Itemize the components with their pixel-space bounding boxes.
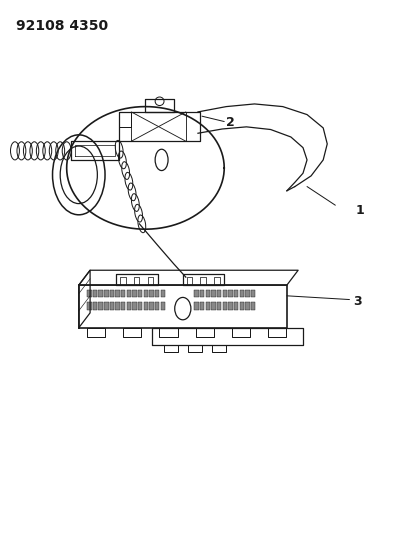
Bar (149, 302, 154, 310)
Bar (121, 289, 126, 297)
Text: 2: 2 (226, 116, 235, 129)
Bar (144, 302, 148, 310)
Bar (234, 289, 238, 297)
Bar (217, 289, 221, 297)
Bar (155, 302, 160, 310)
Bar (206, 302, 210, 310)
Bar (194, 302, 199, 310)
Bar (206, 289, 210, 297)
Bar (240, 289, 244, 297)
Bar (245, 302, 250, 310)
Bar (116, 302, 120, 310)
Bar (200, 302, 204, 310)
Bar (110, 302, 114, 310)
Bar (104, 289, 109, 297)
Bar (211, 302, 216, 310)
Bar (240, 302, 244, 310)
Text: 3: 3 (354, 295, 362, 308)
Text: 1: 1 (356, 204, 364, 217)
Bar (223, 289, 227, 297)
Bar (217, 302, 221, 310)
Bar (133, 302, 137, 310)
Bar (93, 302, 97, 310)
Bar (99, 289, 103, 297)
Bar (144, 289, 148, 297)
Bar (251, 289, 255, 297)
Bar (228, 289, 233, 297)
Bar (149, 289, 154, 297)
Bar (245, 289, 250, 297)
Bar (234, 302, 238, 310)
Bar (93, 289, 97, 297)
Text: 92108 4350: 92108 4350 (16, 19, 108, 33)
Bar (138, 289, 143, 297)
Bar (104, 302, 109, 310)
Bar (223, 302, 227, 310)
Bar (127, 289, 131, 297)
Bar (155, 289, 160, 297)
Bar (110, 289, 114, 297)
Bar (251, 302, 255, 310)
Bar (138, 302, 143, 310)
Bar (99, 302, 103, 310)
Bar (121, 302, 126, 310)
Bar (211, 289, 216, 297)
Bar (161, 302, 165, 310)
Bar (161, 289, 165, 297)
Bar (133, 289, 137, 297)
Bar (127, 302, 131, 310)
Bar (228, 302, 233, 310)
Bar (200, 289, 204, 297)
Bar (116, 289, 120, 297)
Bar (194, 289, 199, 297)
Bar (87, 302, 92, 310)
Bar (87, 289, 92, 297)
